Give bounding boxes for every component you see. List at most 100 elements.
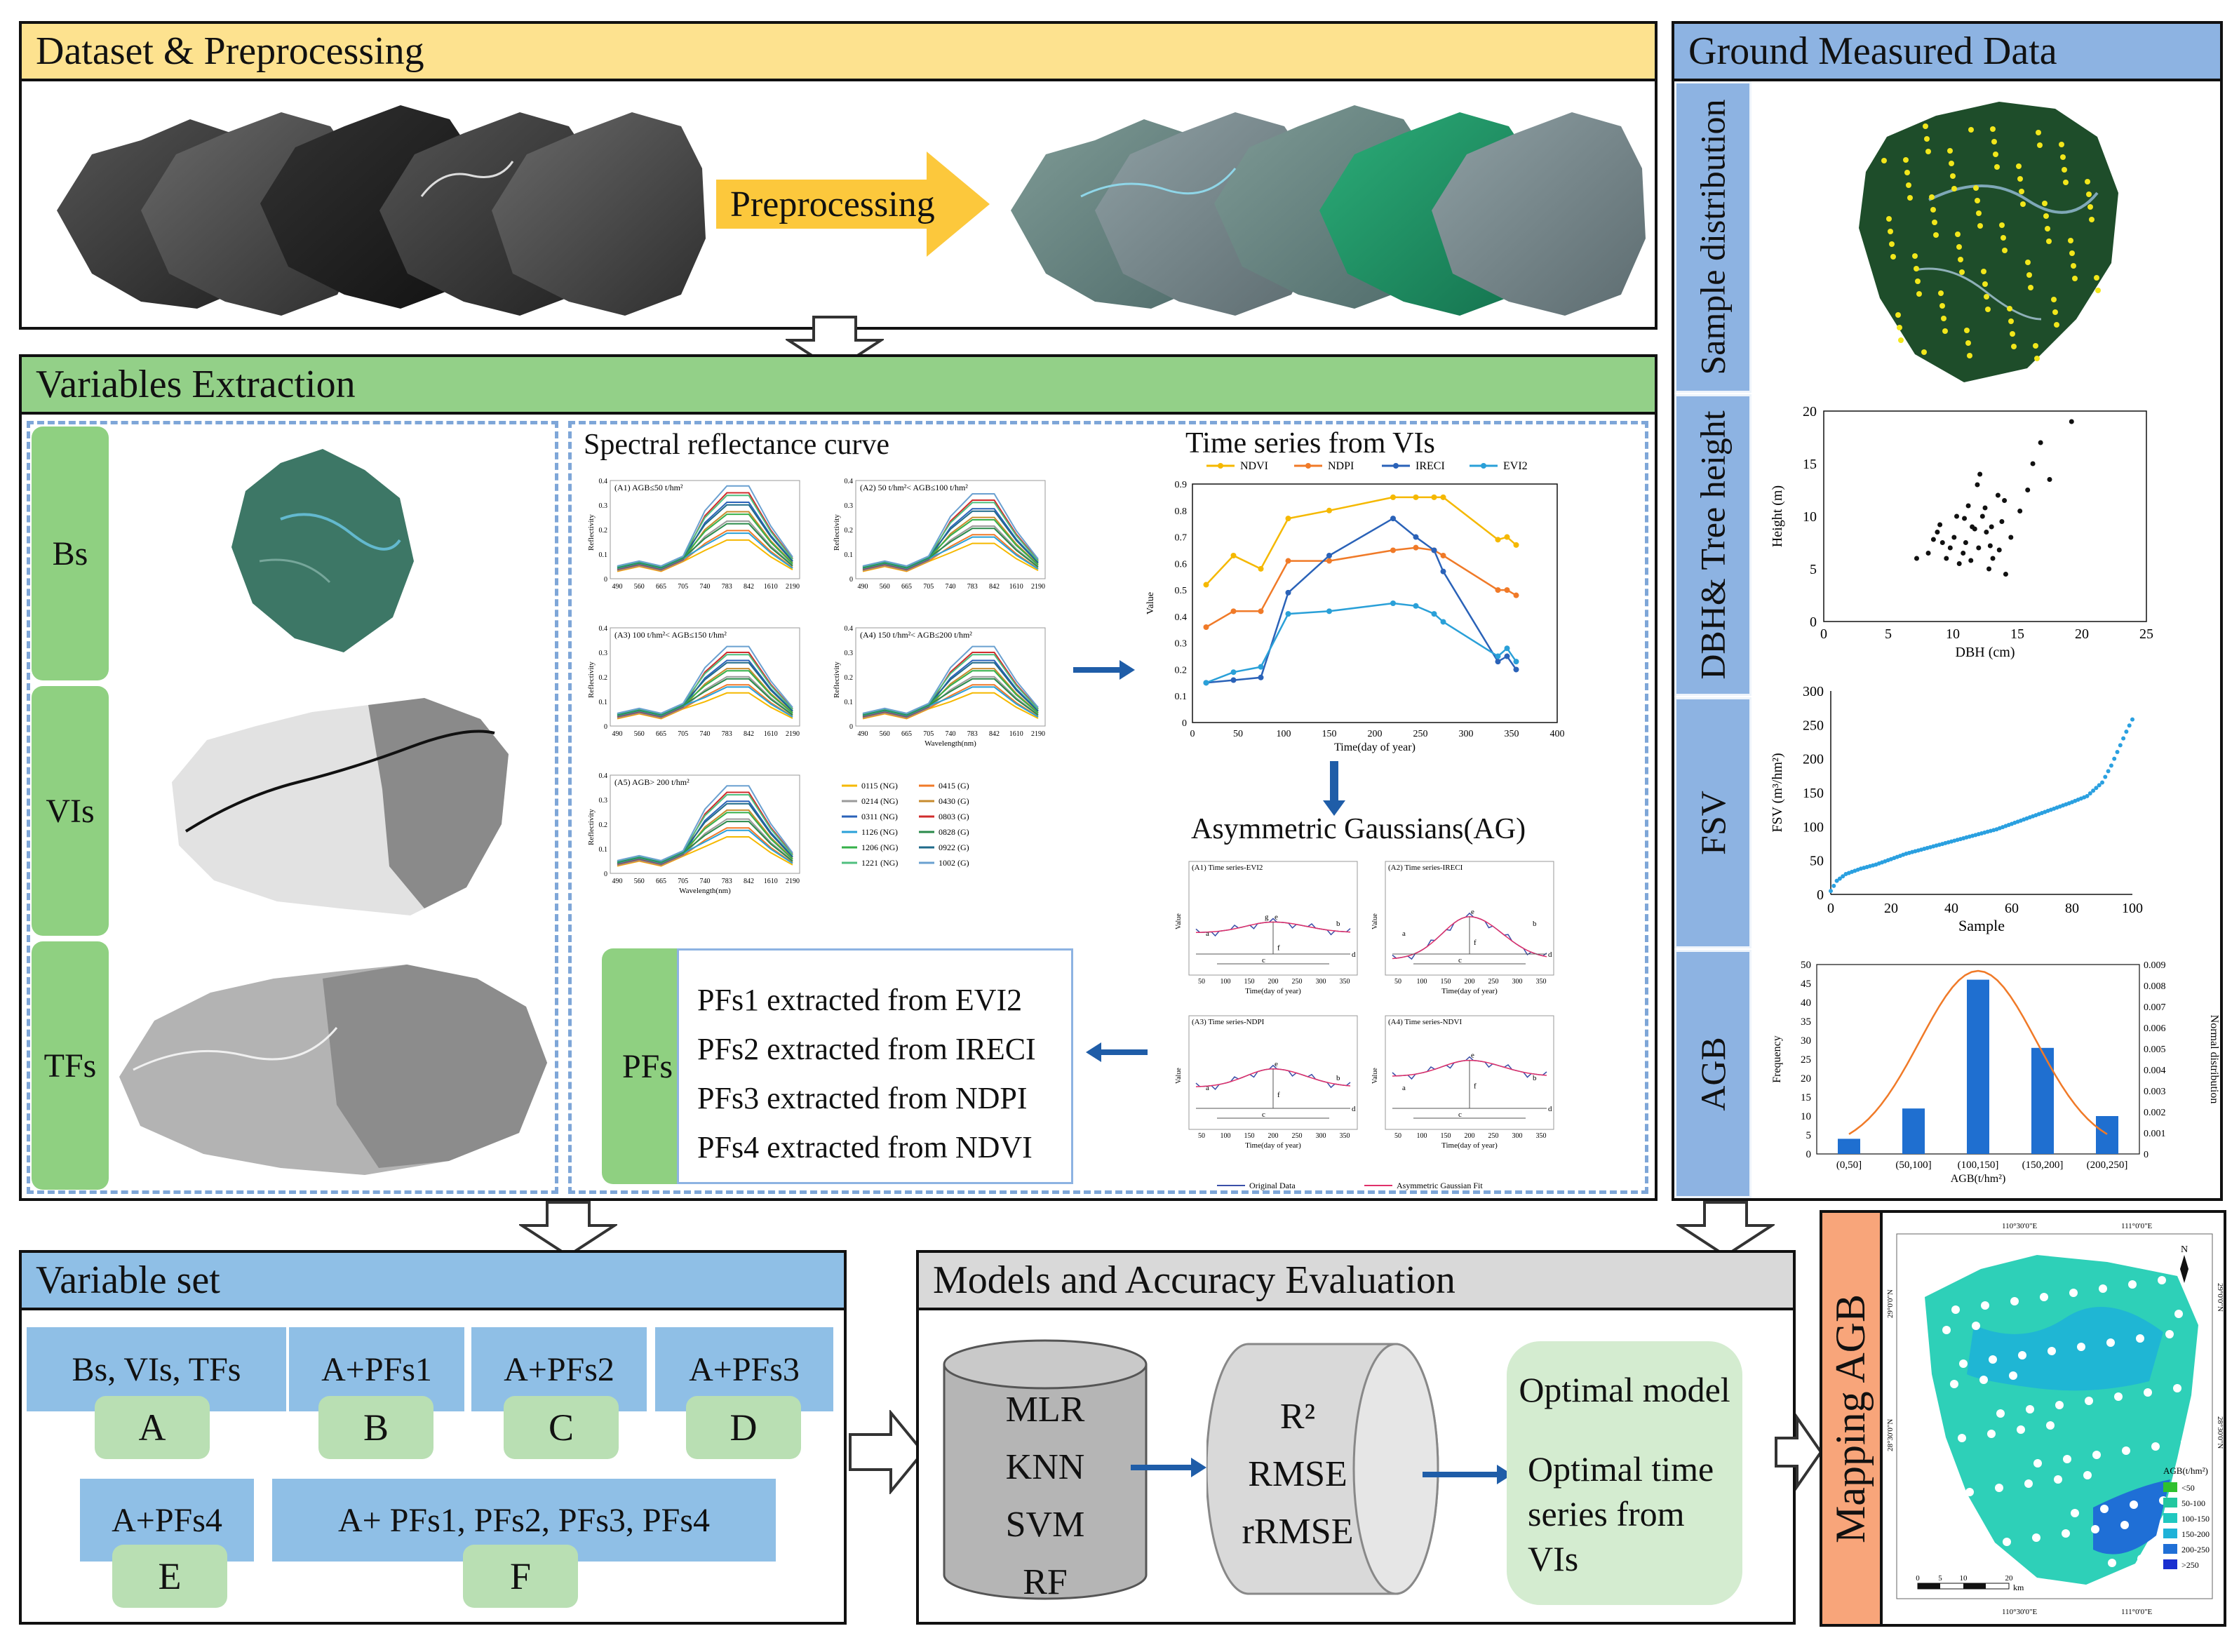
timeseries-ytick: 0.8 — [1175, 506, 1188, 517]
spectral-ytick: 0.3 — [599, 797, 608, 805]
agb-ytick: 5 — [1806, 1130, 1812, 1141]
ag-panel-title: (A2) Time series-IRECI — [1388, 864, 1463, 872]
map-gap — [1944, 1546, 1952, 1554]
sample-point — [2025, 260, 2031, 265]
ag-letter-f: f — [1474, 939, 1477, 947]
timeseries-point-ndpi — [1326, 558, 1332, 564]
timeseries-legend-label: NDVI — [1240, 460, 1268, 472]
fsv-chart: 0 20 40 60 80 100 0 50 100 150 200 250 300 Sample FSV … — [1770, 684, 2143, 934]
ag-xlabel: Time(day of year) — [1245, 987, 1301, 995]
sample-point — [2068, 238, 2073, 243]
ag-panel-4: (A4) Time series-NDVI Value 50 100 150 200 250… — [1371, 1015, 1554, 1150]
ag-xtick: 200 — [1465, 1132, 1475, 1140]
ag-letter-f: f — [1277, 1091, 1280, 1099]
spectral-ytick: 0.1 — [845, 551, 854, 559]
map-gap — [2151, 1442, 2160, 1451]
fsv-point — [2112, 756, 2117, 761]
map-scale-tick: 10 — [1960, 1574, 1968, 1583]
sample-point — [1950, 173, 1956, 179]
agb-ytick: 15 — [1801, 1092, 1811, 1103]
agb-bar — [1902, 1108, 1925, 1154]
ag-xtick: 150 — [1441, 1132, 1451, 1140]
fsv-xtick: 0 — [1827, 901, 1834, 916]
dbh-point — [1999, 519, 2005, 524]
map-gap — [2114, 1392, 2123, 1401]
dbh-point — [1944, 556, 1949, 561]
map-region-high — [1967, 1307, 2163, 1391]
tag-dbh-height: DBH& Tree height — [1674, 394, 1751, 696]
sample-point — [2071, 263, 2076, 269]
map-scale-tick: 0 — [1916, 1574, 1920, 1583]
ag-xtick: 200 — [1268, 1132, 1279, 1140]
timeseries-xtick: 350 — [1505, 729, 1519, 739]
ag-xtick: 150 — [1441, 978, 1451, 986]
timeseries-ytick: 0.2 — [1175, 665, 1188, 676]
fsv-xtick: 40 — [1944, 901, 1958, 916]
map-legend-label: >250 — [2181, 1560, 2199, 1570]
spectral-ytick: 0.1 — [599, 551, 608, 559]
map-gap — [2040, 1293, 2048, 1301]
map-gap — [2106, 1338, 2115, 1347]
sample-point — [2007, 306, 2012, 311]
dbh-point — [1954, 513, 1960, 519]
sample-point — [1890, 254, 1896, 260]
spectral-panel-5: (A5) AGB> 200 t/hm² Reflectivity 0 0.1 0.2 0.… — [587, 772, 800, 895]
metric-rrmse: rRMSE — [1242, 1512, 1354, 1552]
map-legend-label: 200-250 — [2181, 1545, 2210, 1554]
dbh-point — [1995, 492, 2001, 498]
agb-xtick: (50,100] — [1895, 1160, 1931, 1171]
map-gap — [1996, 1409, 2005, 1418]
timeseries-line-ireci — [1206, 517, 1517, 684]
spectral-xtick: 665 — [901, 583, 912, 591]
ag-xtick: 100 — [1417, 1132, 1427, 1140]
sample-point — [2020, 201, 2026, 207]
varset-box-f: A+ PFs1, PFs2, PFs3, PFs4 — [272, 1479, 776, 1562]
varset-letter-c: C — [504, 1396, 619, 1459]
dbh-point — [1965, 503, 1971, 509]
dbh-point — [2002, 498, 2008, 503]
dbh-frame — [1823, 410, 2147, 622]
fsv-point — [2094, 786, 2099, 791]
map-gap — [2009, 1371, 2017, 1380]
fsv-point — [2091, 788, 2096, 793]
algorithms-cylinder — [943, 1339, 1148, 1600]
timeseries-legend-marker — [1218, 463, 1223, 469]
spectral-xtick: 740 — [700, 878, 711, 885]
spectral-frame — [610, 480, 800, 579]
sample-point — [2062, 167, 2067, 173]
ag-xlabel: Time(day of year) — [1441, 987, 1498, 995]
dataset-title: Dataset & Preprocessing — [36, 29, 424, 73]
sample-point — [1982, 281, 1988, 287]
north-arrow-icon — [2180, 1255, 2188, 1283]
ag-xtick: 300 — [1512, 1132, 1523, 1140]
processed-imagery — [1011, 105, 1646, 316]
ag-panel-title: (A3) Time series-NDPI — [1192, 1018, 1265, 1026]
map-legend-label: <50 — [2181, 1483, 2195, 1493]
map-legend-swatch — [2163, 1513, 2177, 1523]
ag-letter-d: d — [1548, 951, 1552, 959]
map-gap — [2120, 1521, 2129, 1529]
timeseries-point-evi2 — [1326, 608, 1332, 615]
agb-xtick: (100,150] — [1958, 1160, 1999, 1171]
dbh-xtick: 10 — [1946, 626, 1960, 642]
spectral-title: Spectral reflectance curve — [584, 429, 890, 461]
timeseries-point-ireci — [1440, 568, 1446, 575]
timeseries-title: Time series from VIs — [1185, 427, 1435, 459]
spectral-panel-3: (A3) 100 t/hm²< AGB≤150 t/hm² Reflectivit… — [587, 625, 800, 738]
timeseries-point-evi2 — [1513, 659, 1519, 665]
fsv-point — [2087, 791, 2092, 795]
spectral-xtick: 740 — [700, 730, 711, 738]
map-legend-label: 50-100 — [2181, 1498, 2205, 1508]
ag-panel-3: (A3) Time series-NDPI Value 50 100 150 200 250… — [1175, 1015, 1358, 1150]
spectral-ytick: 0 — [849, 723, 853, 731]
fsv-point — [2100, 780, 2104, 785]
arrow-spectral-to-timeseries — [1073, 660, 1135, 680]
ag-xtick: 200 — [1465, 978, 1475, 986]
sample-point — [1991, 139, 1997, 145]
sample-point — [2095, 288, 2101, 293]
spectral-legend: 0115 (NG) 0415 (G) 0214 (NG) 0430 (G) 0311 (… — [842, 781, 969, 868]
agb-y2tick: 0.007 — [2144, 1002, 2166, 1013]
sample-point — [2036, 130, 2041, 135]
ag-xtick: 250 — [1292, 978, 1303, 986]
agb-y2tick: 0.002 — [2144, 1108, 2166, 1118]
